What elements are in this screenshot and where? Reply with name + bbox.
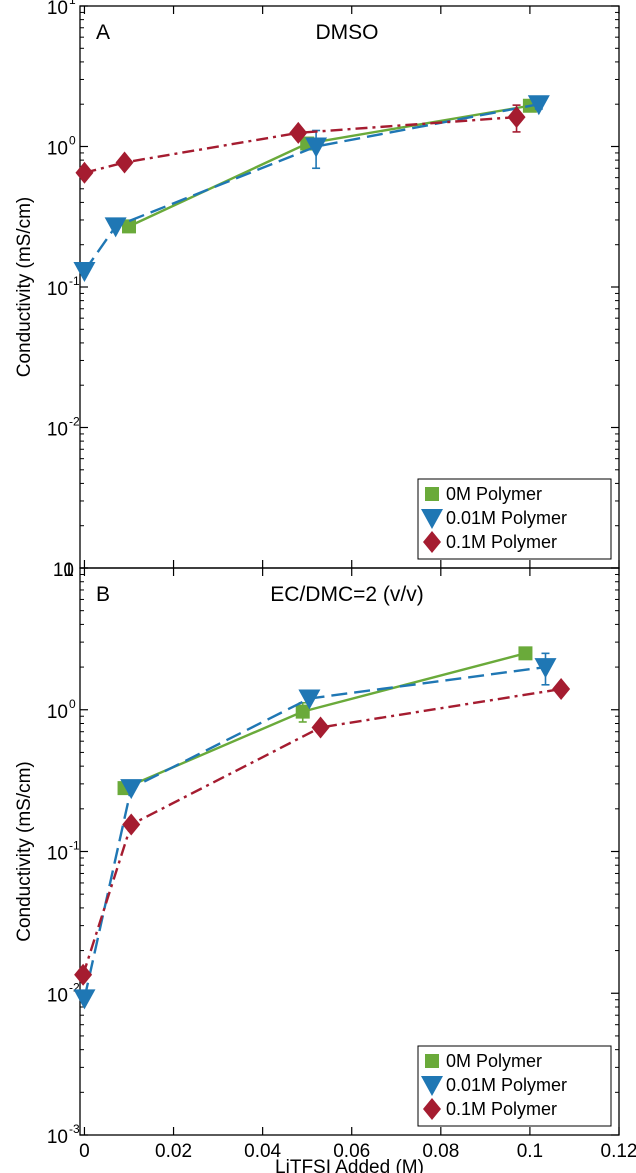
x-tick-label: 0.04	[244, 1141, 281, 1162]
data-point	[527, 95, 550, 116]
series-0-01m-polymer	[73, 95, 550, 282]
series-0-01m-polymer	[73, 652, 557, 1010]
y-tick-label: 10	[47, 0, 68, 19]
data-point	[289, 121, 308, 144]
legend-box	[417, 478, 612, 560]
x-tick-label: 0.1	[517, 1141, 543, 1162]
y-tick-exponent: 1	[69, 0, 76, 7]
legend-marker	[421, 1076, 443, 1096]
y-tick-label: 10	[47, 139, 68, 160]
data-point	[518, 646, 533, 661]
series-0-1m-polymer	[74, 678, 571, 986]
data-point	[104, 217, 127, 238]
y-tick-label: 10	[47, 1127, 68, 1148]
legend-entry: 0.1M Polymer	[446, 1099, 557, 1119]
y-tick-exponent: -2	[69, 980, 80, 994]
panel-label: B	[96, 583, 110, 606]
panel-title: EC/DMC=2 (v/v)	[270, 583, 423, 606]
data-point	[120, 779, 143, 800]
data-point	[295, 704, 310, 719]
legend-entry: 0M Polymer	[446, 484, 542, 504]
x-tick-label: 0.06	[333, 1141, 370, 1162]
legend-marker	[421, 509, 443, 529]
data-point	[73, 261, 96, 282]
x-tick-label: 0	[79, 1141, 90, 1162]
y-axis-label: Conductivity (mS/cm)	[14, 761, 35, 942]
y-tick-exponent: -3	[69, 1122, 80, 1136]
data-point	[122, 219, 136, 234]
legend-marker	[423, 1098, 441, 1120]
data-point	[73, 989, 96, 1010]
y-tick-label: 10	[47, 702, 68, 723]
x-tick-label: 0.12	[601, 1141, 636, 1162]
legend-entry: 0M Polymer	[446, 1051, 542, 1071]
series-line	[124, 652, 526, 790]
series-0m-polymer	[117, 646, 533, 796]
data-point	[534, 658, 557, 679]
y-tick-label: 10	[47, 279, 68, 300]
data-point	[298, 689, 321, 710]
data-point	[552, 678, 571, 701]
legend: 0M Polymer 0.01M Polymer 0.1M Polymer	[417, 1045, 612, 1127]
legend-entry: 0.01M Polymer	[446, 508, 567, 528]
legend-marker	[423, 531, 441, 553]
y-tick-label: 10	[47, 420, 68, 441]
series-line	[128, 104, 531, 228]
panel-label: A	[96, 21, 110, 44]
y-tick-label: 10	[47, 985, 68, 1006]
data-point	[115, 151, 134, 174]
y-tick-label: 10	[47, 844, 68, 865]
legend-box	[417, 1045, 612, 1127]
legend-marker	[425, 487, 439, 501]
y-tick-label: 10	[53, 560, 74, 581]
x-axis-label: LiTFSI Added (M)	[275, 1157, 424, 1173]
data-point	[507, 106, 526, 129]
y-tick-label: 1	[63, 560, 74, 581]
series-line	[81, 687, 562, 976]
data-point	[122, 813, 141, 836]
y-axis-label: Conductivity (mS/cm)	[14, 197, 35, 378]
y-tick-exponent: -1	[69, 274, 80, 288]
legend-entry: 0.1M Polymer	[446, 532, 557, 552]
legend: 0M Polymer 0.01M Polymer 0.1M Polymer	[417, 478, 612, 560]
data-point	[75, 161, 94, 184]
data-point	[74, 963, 93, 986]
y-tick-exponent: 0	[69, 697, 76, 711]
panel-title: DMSO	[316, 21, 379, 44]
series-line	[84, 115, 517, 174]
x-tick-label: 0.08	[422, 1141, 459, 1162]
series-0-1m-polymer	[75, 104, 526, 184]
y-tick-exponent: 0	[69, 134, 76, 148]
series-line	[83, 665, 546, 999]
y-tick-exponent: -1	[69, 839, 80, 853]
data-point	[311, 716, 330, 739]
y-tick-exponent: -2	[69, 415, 80, 429]
series-line	[83, 103, 540, 272]
data-point	[305, 137, 328, 158]
legend-entry: 0.01M Polymer	[446, 1075, 567, 1095]
legend-marker	[425, 1054, 439, 1068]
x-tick-label: 0.02	[155, 1141, 192, 1162]
